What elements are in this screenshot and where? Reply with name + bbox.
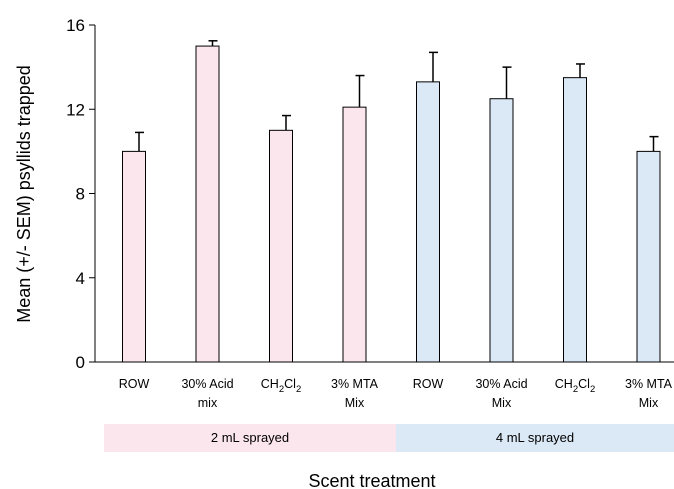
bar-3 — [269, 129, 293, 363]
bar-8 — [636, 150, 661, 363]
error-bars — [135, 40, 659, 152]
x-axis-title: Scent treatment — [308, 471, 435, 489]
bars — [122, 45, 661, 363]
group-band-2 — [396, 424, 674, 452]
bar-4 — [342, 106, 367, 363]
bar-5 — [416, 81, 440, 363]
category-labels: ROW 30% Acid mix CH2Cl2 3% MTA Mix ROW 30% Acid… — [119, 377, 673, 410]
category-label-8: Mix — [639, 396, 659, 410]
y-tick-label: 0 — [76, 353, 85, 372]
bar-7 — [563, 77, 587, 363]
y-tick-label: 16 — [66, 16, 85, 35]
category-label-8: 3% MTA — [625, 377, 673, 391]
group-label-1: 2 mL sprayed — [211, 430, 289, 445]
category-label-7: CH2Cl2 — [555, 377, 595, 395]
bar-6 — [489, 98, 514, 363]
y-tick-label: 8 — [76, 185, 85, 204]
category-label-4: Mix — [345, 396, 365, 410]
category-label-3: CH2Cl2 — [261, 377, 301, 395]
group-band-1 — [104, 424, 396, 452]
category-label-1: ROW — [119, 377, 150, 391]
group-label-2: 4 mL sprayed — [496, 430, 574, 445]
y-axis-title: Mean (+/- SEM) psyllids trapped — [14, 65, 34, 323]
category-label-2: 30% Acid — [181, 377, 233, 391]
y-tick-label: 4 — [76, 269, 85, 288]
y-axis: 0 4 8 12 16 — [66, 16, 96, 372]
category-label-4: 3% MTA — [331, 377, 379, 391]
category-label-2: mix — [198, 396, 218, 410]
bar-2 — [195, 45, 220, 363]
bar-1 — [122, 150, 146, 363]
group-bands: 2 mL sprayed 4 mL sprayed — [104, 424, 674, 452]
category-label-6: Mix — [492, 396, 512, 410]
y-tick-label: 12 — [66, 100, 85, 119]
category-label-6: 30% Acid — [475, 377, 527, 391]
category-label-5: ROW — [413, 377, 444, 391]
